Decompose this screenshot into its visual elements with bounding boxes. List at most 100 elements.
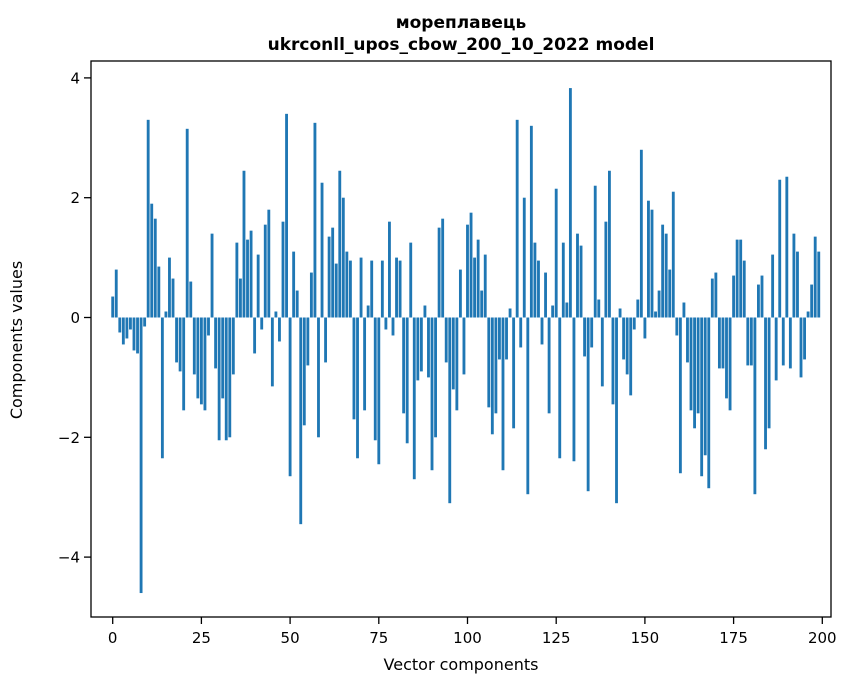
bar [292, 251, 296, 318]
bar [522, 197, 526, 318]
bar [480, 290, 484, 318]
bar [341, 197, 345, 318]
bar [717, 317, 721, 369]
bar [721, 317, 725, 369]
bar [806, 311, 810, 318]
bar [249, 230, 253, 318]
y-tick-label: −2 [58, 429, 80, 447]
bar [444, 317, 448, 363]
bar [402, 317, 406, 414]
bar [547, 317, 551, 414]
bar [647, 200, 650, 318]
bar [590, 317, 594, 348]
bar [629, 317, 633, 396]
bar [579, 245, 583, 318]
bar [132, 317, 136, 351]
bar [526, 317, 530, 495]
bar [125, 317, 129, 339]
bar [593, 185, 597, 318]
bar [494, 317, 498, 414]
bar [757, 284, 760, 318]
bar [615, 317, 618, 504]
bar [239, 278, 242, 318]
bar [796, 251, 799, 318]
bar [487, 317, 491, 408]
bar [799, 317, 803, 378]
bar [544, 272, 547, 318]
bar [441, 218, 445, 318]
bar [774, 317, 778, 381]
y-tick-label: −4 [58, 549, 80, 567]
y-axis-label: Components values [7, 261, 26, 419]
x-tick-label: 0 [108, 629, 118, 647]
bar [703, 317, 707, 456]
bar [270, 317, 274, 387]
bar [728, 317, 732, 411]
bar [746, 317, 750, 366]
bar [618, 308, 622, 318]
bar [228, 317, 232, 438]
bar [696, 317, 700, 414]
bar [781, 317, 785, 366]
bar [324, 317, 327, 363]
bar [568, 88, 572, 318]
bar [235, 242, 239, 318]
bar [466, 224, 469, 318]
bar [380, 260, 384, 318]
bar [377, 317, 381, 465]
bar [512, 317, 516, 429]
bar [118, 317, 122, 333]
axes-frame [90, 60, 832, 618]
bar [345, 251, 349, 318]
bar [285, 113, 288, 318]
bar [476, 239, 480, 318]
bar [515, 119, 519, 318]
bar [370, 260, 374, 318]
chart-subtitle: ukrconll_upos_cbow_200_10_2022 model [268, 35, 655, 55]
bar [710, 278, 714, 318]
bar [749, 317, 753, 366]
bar [363, 317, 367, 411]
bar [260, 317, 264, 330]
x-tick-label: 200 [808, 629, 837, 647]
bar [338, 170, 342, 318]
bar [529, 125, 533, 318]
bar [764, 317, 767, 450]
bar [817, 251, 821, 318]
bar [771, 254, 775, 318]
axes-group: 4 2 0 −2 −4 0 25 50 75 100 125 150 175 200 [58, 60, 837, 647]
bar [164, 311, 168, 318]
y-tick-label: 0 [70, 309, 80, 327]
bar [792, 233, 796, 318]
bar [490, 317, 494, 435]
bar [189, 281, 193, 318]
bar [217, 317, 221, 441]
bar [427, 317, 430, 378]
bar [384, 317, 388, 330]
bar [668, 269, 672, 318]
x-axis-label: Vector components [384, 655, 539, 674]
bar [483, 254, 487, 318]
bar [700, 317, 704, 477]
bar [356, 317, 359, 459]
bar [334, 263, 338, 318]
bar [572, 317, 576, 462]
bar [267, 209, 271, 318]
bar [608, 170, 611, 318]
bar [160, 317, 164, 459]
bar [671, 191, 675, 318]
bar [157, 266, 161, 318]
bar [725, 317, 728, 399]
bar [263, 224, 267, 318]
bar [739, 239, 743, 318]
x-tick-label: 75 [369, 629, 388, 647]
bar [221, 317, 225, 399]
bar [785, 176, 789, 318]
bar [313, 122, 317, 318]
bars-group [111, 88, 821, 594]
bar [693, 317, 696, 429]
bar [540, 317, 544, 345]
bar [398, 260, 402, 318]
bar [632, 317, 636, 330]
